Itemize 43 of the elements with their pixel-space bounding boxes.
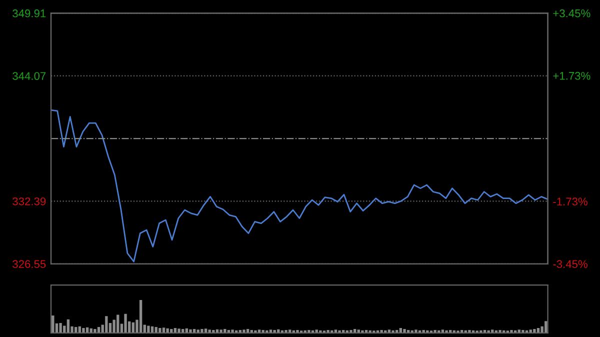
bar bbox=[105, 316, 108, 333]
bar bbox=[242, 330, 246, 333]
bar bbox=[434, 330, 436, 333]
bar bbox=[296, 330, 299, 333]
bar bbox=[414, 330, 418, 333]
bar bbox=[147, 326, 150, 333]
bar bbox=[220, 330, 222, 333]
bar bbox=[544, 321, 548, 333]
bar bbox=[124, 314, 127, 333]
bar bbox=[403, 328, 406, 333]
bar bbox=[510, 330, 513, 333]
y-tick-label: 344.07 bbox=[12, 72, 46, 80]
bar bbox=[200, 328, 204, 333]
bar bbox=[273, 330, 276, 333]
y-tick-label: 326.55 bbox=[12, 260, 46, 268]
y2-tick-label: -1.73% bbox=[553, 198, 588, 206]
bar bbox=[59, 323, 62, 333]
bar bbox=[284, 330, 288, 333]
bar bbox=[66, 319, 70, 333]
bar bbox=[139, 300, 142, 333]
y2-tick-label: -3.45% bbox=[553, 260, 588, 268]
bar bbox=[158, 328, 162, 333]
bar bbox=[350, 330, 352, 333]
bar bbox=[468, 330, 471, 333]
bar bbox=[178, 328, 180, 333]
bar bbox=[212, 330, 215, 333]
bar bbox=[116, 314, 120, 333]
y-tick-label: 332.39 bbox=[12, 197, 46, 206]
bar bbox=[231, 330, 234, 333]
bar bbox=[308, 330, 310, 333]
bar bbox=[166, 328, 169, 333]
bar bbox=[52, 315, 54, 333]
bar bbox=[326, 330, 330, 333]
y2-tick-label: +1.73% bbox=[553, 72, 590, 80]
bar bbox=[533, 328, 536, 333]
bar bbox=[522, 330, 524, 333]
bar bbox=[380, 330, 383, 333]
y2-tick-label: +3.45% bbox=[553, 9, 590, 18]
bar bbox=[498, 330, 502, 333]
y-tick-label: 349.91 bbox=[12, 9, 46, 18]
bar bbox=[189, 329, 192, 333]
bar bbox=[82, 328, 85, 333]
bar bbox=[94, 328, 96, 333]
